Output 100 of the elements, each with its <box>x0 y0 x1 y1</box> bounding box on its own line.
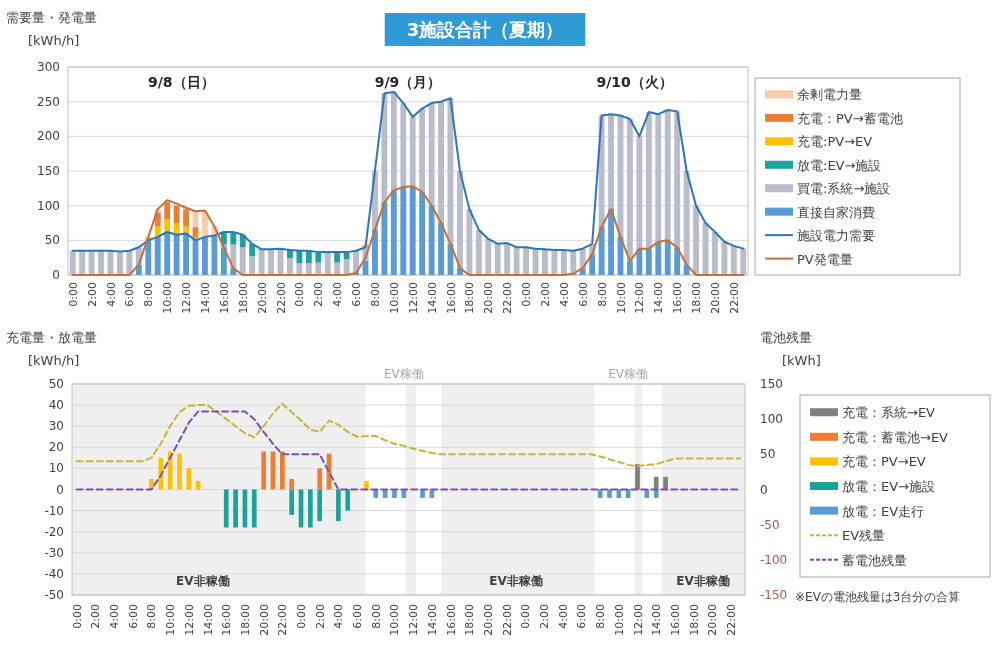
annotation: EV非稼働 <box>676 574 730 588</box>
x-tick-label: 20:00 <box>482 282 496 314</box>
x-tick-label: 18:00 <box>238 604 252 636</box>
x-tick-label: 10:00 <box>388 604 402 636</box>
y2-tick-label: -100 <box>760 552 788 567</box>
x-tick-label: 12:00 <box>407 604 421 636</box>
legend-label: 充電：蓄電池→EV <box>842 429 949 445</box>
x-tick-label: 0:00 <box>520 282 534 307</box>
legend-label: 余剰電力量 <box>797 87 862 103</box>
x-tick-label: 8:00 <box>594 604 608 629</box>
legend-label: 放電:EV→施設 <box>797 157 882 173</box>
x-tick-label: 18:00 <box>463 282 477 314</box>
x-tick-label: 2:00 <box>538 604 552 629</box>
legend-label: 直接自家消費 <box>797 204 875 220</box>
y-tick-label: 0 <box>52 268 60 282</box>
x-tick-label: 22:00 <box>727 282 741 314</box>
x-tick-label: 22:00 <box>276 604 290 636</box>
annotation: 9/9（月） <box>374 74 442 90</box>
annotation: 9/8（日） <box>148 74 215 90</box>
legend-label: 放電：EV→施設 <box>842 479 935 494</box>
x-tick-label: 2:00 <box>313 604 327 629</box>
legend-label: 買電:系統→施設 <box>797 181 891 197</box>
x-tick-label: 20:00 <box>706 604 720 636</box>
y2-tick-label: 100 <box>760 412 783 427</box>
legend-label: 蓄電池残量 <box>842 552 907 568</box>
x-tick-label: 12:00 <box>406 282 420 314</box>
x-tick-label: 8:00 <box>142 282 156 307</box>
x-tick-label: 2:00 <box>89 604 103 629</box>
y-tick-label: 40 <box>48 398 64 413</box>
x-tick-label: 4:00 <box>104 282 118 307</box>
x-tick-label: 8:00 <box>595 282 609 307</box>
x-tick-label: 16:00 <box>671 282 685 314</box>
x-tick-label: 10:00 <box>612 604 626 636</box>
x-tick-label: 0:00 <box>295 604 309 629</box>
x-tick-label: 20:00 <box>257 604 271 636</box>
annotation: EV非稼働 <box>489 574 543 588</box>
y-axis-title: 充電量・放電量 [kWh/h] <box>6 330 97 368</box>
chart-title: 3施設合計（夏期） <box>406 19 564 40</box>
y-tick-label: -50 <box>44 588 64 602</box>
y2-axis-title: 電池残量 [kWh] <box>760 330 821 368</box>
x-tick-label: 6:00 <box>123 282 137 307</box>
y-tick-label: 50 <box>48 377 64 391</box>
legend-label: 放電：EV走行 <box>842 503 925 519</box>
x-tick-label: 14:00 <box>652 282 666 314</box>
text: EV稼働 <box>608 367 649 381</box>
text: ※EVの電池残量は3台分の合算 <box>795 590 961 604</box>
x-tick-label: 18:00 <box>463 604 477 636</box>
text: EV稼働 <box>383 367 424 381</box>
y-tick-label: 30 <box>48 419 64 434</box>
legend-label: 施設電力需要 <box>797 228 875 244</box>
x-tick-label: 14:00 <box>425 604 439 636</box>
y2-tick-label: 50 <box>760 447 776 462</box>
x-tick-label: 0:00 <box>519 604 533 629</box>
x-tick-label: 0:00 <box>70 604 84 629</box>
x-tick-label: 10:00 <box>164 604 178 636</box>
y2-tick-label: -50 <box>760 517 780 532</box>
y-axis-title: 需要量・発電量 [kWh/h] <box>6 10 97 48</box>
x-tick-label: 6:00 <box>126 604 140 629</box>
x-tick-label: 22:00 <box>500 604 514 636</box>
x-tick-label: 8:00 <box>145 604 159 629</box>
x-tick-label: 18:00 <box>690 282 704 314</box>
x-tick-label: 16:00 <box>444 282 458 314</box>
annotation: EV非稼働 <box>176 574 230 588</box>
x-tick-label: 4:00 <box>332 604 346 629</box>
legend-label: 充電:PV→EV <box>797 134 873 150</box>
x-tick-label: 8:00 <box>369 604 383 629</box>
x-tick-label: 2:00 <box>538 282 552 307</box>
x-tick-label: 0:00 <box>293 282 307 307</box>
x-tick-label: 12:00 <box>180 282 194 314</box>
y-tick-label: 150 <box>37 164 60 178</box>
y-tick-label: 10 <box>48 461 64 476</box>
x-tick-label: 10:00 <box>161 282 175 314</box>
legend-label: PV発電量 <box>797 251 853 267</box>
x-tick-label: 4:00 <box>108 604 122 629</box>
x-tick-label: 14:00 <box>198 282 212 314</box>
y2-tick-label: -150 <box>760 588 788 602</box>
x-tick-label: 16:00 <box>444 604 458 636</box>
x-tick-label: 12:00 <box>182 604 196 636</box>
y-tick-label: 0 <box>56 482 64 497</box>
x-tick-label: 6:00 <box>350 282 364 307</box>
x-tick-label: 22:00 <box>724 604 738 636</box>
x-tick-label: 10:00 <box>614 282 628 314</box>
x-tick-label: 16:00 <box>217 282 231 314</box>
x-tick-label: 4:00 <box>331 282 345 307</box>
y2-tick-label: 150 <box>760 377 783 391</box>
x-tick-label: 4:00 <box>556 604 570 629</box>
y-tick-label: 50 <box>44 233 60 248</box>
x-tick-label: 20:00 <box>708 282 722 314</box>
x-tick-label: 6:00 <box>575 604 589 629</box>
x-tick-label: 14:00 <box>425 282 439 314</box>
y-tick-label: 100 <box>37 198 60 213</box>
x-tick-label: 12:00 <box>631 604 645 636</box>
y-tick-label: 200 <box>37 129 60 144</box>
x-tick-label: 2:00 <box>312 282 326 307</box>
x-tick-label: 20:00 <box>255 282 269 314</box>
legend-label: 充電：系統→EV <box>842 405 936 421</box>
y-tick-label: -10 <box>44 503 64 518</box>
x-tick-label: 14:00 <box>201 604 215 636</box>
y-tick-label: -40 <box>44 566 64 581</box>
title: 3施設合計（夏期） <box>384 13 586 46</box>
